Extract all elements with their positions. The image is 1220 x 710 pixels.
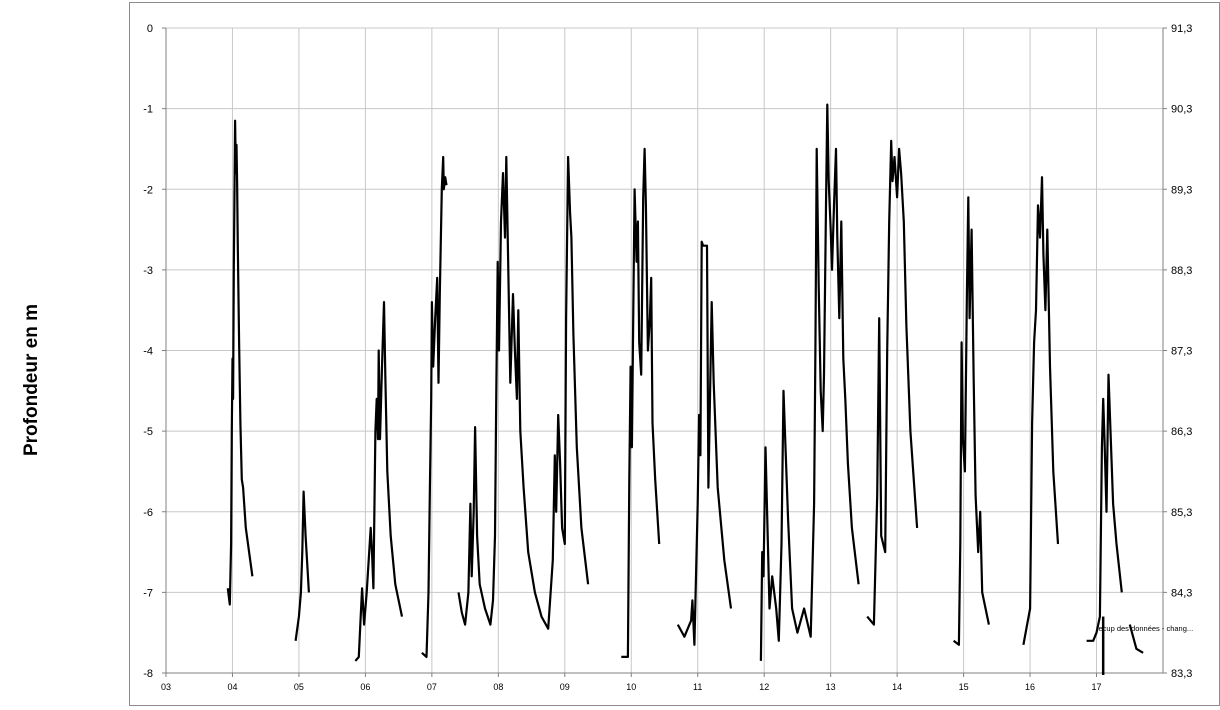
y-tick-label: -1	[143, 104, 153, 116]
depth-chart: 0 91,3 -1 90,3 -2 89,3 -3 88,3 -4 87,3 -5 86,3 -6 85,…	[143, 23, 1193, 692]
x-tick-label: 11	[693, 682, 702, 692]
y-tick-label: -6	[143, 507, 153, 519]
annotation-text: recup des données - chang...	[1096, 624, 1193, 633]
series-group	[226, 103, 1144, 662]
y-tick-label: -8	[143, 668, 153, 680]
y-right-tick-label: 87,3	[1171, 346, 1192, 358]
x-tick-label: 15	[959, 682, 969, 692]
gridlines	[165, 27, 1163, 674]
depth-series-line	[952, 196, 990, 646]
x-tick-label: 07	[427, 682, 437, 692]
depth-series-line	[759, 103, 860, 661]
y-right-tick-label: 91,3	[1171, 23, 1192, 35]
y-tick-label: -3	[143, 265, 153, 277]
x-tick-label: 14	[892, 682, 902, 692]
depth-series-line	[676, 240, 733, 646]
y-right-tick-label: 89,3	[1171, 184, 1192, 196]
x-tick-label: 10	[626, 682, 636, 692]
y-right-tick-label: 90,3	[1171, 104, 1192, 116]
depth-series-line	[866, 139, 919, 626]
y-right-tick-label: 86,3	[1171, 426, 1192, 438]
depth-series-line	[1086, 373, 1123, 642]
y-tick-label: -4	[143, 346, 153, 358]
axes	[162, 27, 1167, 677]
depth-series-line	[457, 155, 590, 630]
depth-series-line	[621, 147, 661, 658]
x-tick-label: 13	[826, 682, 836, 692]
y-axis-title-area: Profondeur en m	[0, 0, 60, 710]
depth-series-line	[226, 119, 254, 606]
y-right-tick-label: 84,3	[1171, 587, 1192, 599]
y-right-tick-label: 85,3	[1171, 507, 1192, 519]
tick-labels: 0 91,3 -1 90,3 -2 89,3 -3 88,3 -4 87,3 -5 86,3 -6 85,…	[143, 23, 1192, 692]
y-right-tick-label: 83,3	[1171, 668, 1192, 680]
depth-series-line	[354, 301, 404, 662]
x-tick-label: 05	[294, 682, 304, 692]
x-tick-label: 03	[161, 682, 171, 692]
annotation-group: recup des données - chang...	[1096, 616, 1193, 675]
y-tick-label: -5	[143, 426, 153, 438]
x-tick-label: 17	[1092, 682, 1102, 692]
x-tick-label: 12	[759, 682, 769, 692]
x-tick-label: 08	[493, 682, 503, 692]
y-axis-title: Profondeur en m	[21, 303, 42, 457]
y-tick-label: -2	[143, 184, 153, 196]
x-tick-label: 04	[227, 682, 237, 692]
x-tick-label: 06	[360, 682, 370, 692]
y-right-tick-label: 88,3	[1171, 265, 1192, 277]
x-tick-label: 16	[1025, 682, 1035, 692]
depth-series-line	[294, 490, 310, 641]
depth-series-line	[421, 155, 448, 658]
y-tick-label: -7	[143, 587, 153, 599]
chart-area: 0 91,3 -1 90,3 -2 89,3 -3 88,3 -4 87,3 -5 86,3 -6 85,…	[129, 2, 1220, 706]
y-tick-label: 0	[147, 23, 153, 35]
depth-series-line	[1022, 176, 1060, 645]
x-tick-label: 09	[560, 682, 570, 692]
depth-series-line	[1128, 624, 1144, 654]
